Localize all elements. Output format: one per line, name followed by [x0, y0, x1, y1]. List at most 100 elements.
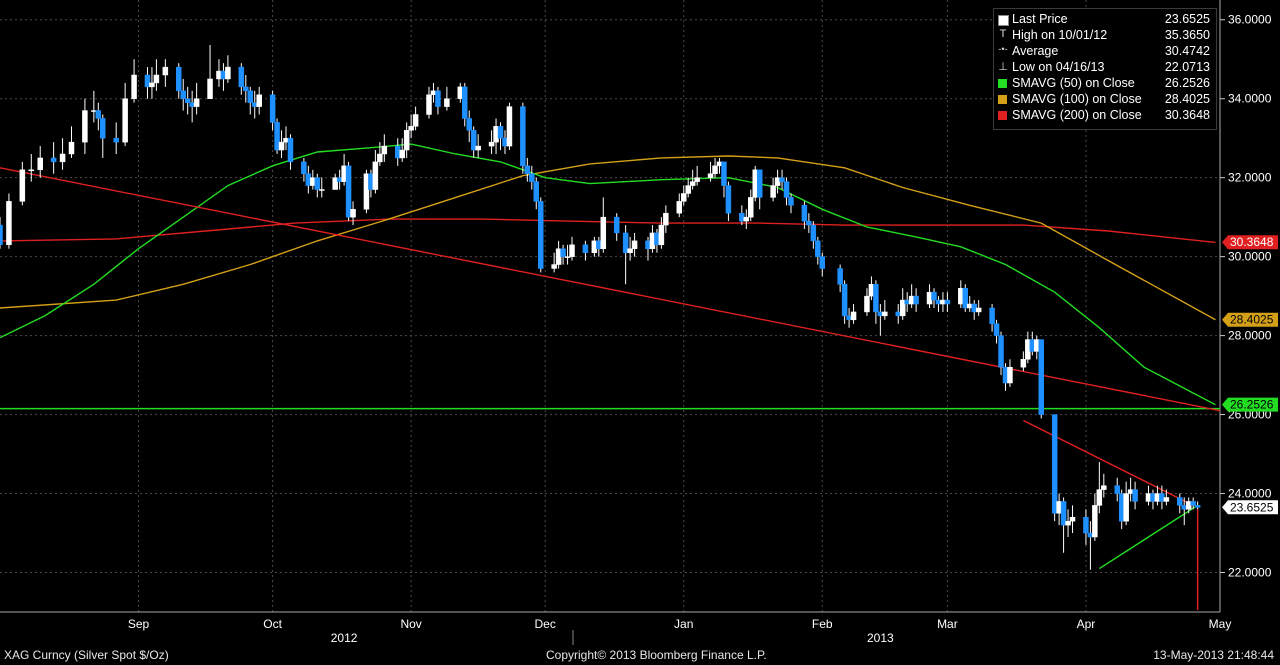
candle-up — [19, 169, 26, 202]
x-tick-label: Jan — [674, 617, 693, 631]
candle-down — [582, 244, 589, 253]
candle-up — [131, 74, 137, 99]
legend-label: Average — [1012, 44, 1059, 58]
candle-down — [783, 181, 790, 198]
candle-up — [506, 106, 513, 147]
legend-value: 26.2526 — [1164, 76, 1210, 90]
candle-up — [363, 173, 370, 210]
candle-up — [627, 248, 633, 253]
legend-item-sma-200: SMAVG (200) on Close 30.3648 — [994, 108, 1214, 124]
candle-down — [806, 220, 812, 226]
candle-up — [1163, 497, 1170, 502]
high-marker-icon: T — [999, 28, 1007, 40]
candle-down — [435, 90, 441, 107]
candle-up — [1092, 505, 1098, 538]
candle-down — [993, 323, 1000, 336]
candle-up — [1096, 489, 1103, 506]
candle-down — [1190, 501, 1196, 506]
y-tick-label: 34.0000 — [1228, 92, 1272, 106]
candle-down — [176, 66, 182, 92]
candle-up — [350, 209, 356, 218]
candle-up — [850, 311, 857, 321]
legend-label: High on 10/01/12 — [1012, 28, 1108, 42]
candle-down — [345, 165, 352, 218]
candle-up — [663, 212, 669, 226]
candle-down — [462, 86, 468, 119]
x-tick-label: Feb — [812, 617, 833, 631]
candle-down — [788, 197, 794, 206]
legend-value: 22.0713 — [1164, 60, 1210, 74]
candle-up — [707, 173, 714, 178]
candle-down — [533, 181, 540, 202]
candle-up — [256, 94, 262, 107]
candle-up — [6, 201, 12, 246]
candle-up — [882, 311, 888, 317]
legend-item-low: ⊥ Low on 04/16/13 22.0713 — [994, 60, 1214, 76]
legend-item-average: -•- Average 30.4742 — [994, 44, 1214, 60]
candle-down — [287, 137, 294, 163]
candle-down — [180, 90, 186, 99]
candle-down — [100, 118, 106, 139]
candle-down — [779, 177, 785, 182]
candle-up — [1101, 485, 1107, 490]
price-tag — [1222, 500, 1278, 515]
trendline — [1098, 504, 1199, 570]
candle-down — [269, 94, 276, 123]
candle-down — [819, 256, 826, 269]
candle-up — [377, 153, 383, 163]
candle-up — [68, 141, 75, 155]
x-tick-label: May — [1209, 617, 1232, 631]
y-tick-label: 22.0000 — [1228, 566, 1272, 580]
candle-down — [801, 205, 808, 222]
legend-label: SMAVG (200) on Close — [1012, 108, 1142, 122]
legend-item-sma-100: SMAVG (100) on Close 28.4025 — [994, 92, 1214, 108]
candle-down — [1083, 516, 1089, 534]
candle-up — [193, 98, 200, 107]
legend-value: 28.4025 — [1164, 92, 1210, 106]
candle-up — [444, 98, 450, 107]
legend-value: 35.3650 — [1164, 28, 1210, 42]
candle-up — [631, 240, 638, 249]
candle-up — [748, 197, 754, 218]
candle-down — [238, 66, 245, 88]
price-tag-label: 26.2526 — [1230, 398, 1274, 412]
candle-up — [278, 141, 285, 151]
price-tag — [1222, 397, 1278, 412]
candle-down — [529, 173, 535, 182]
series-line-sma-100 — [0, 155, 1216, 321]
candle-down — [1177, 497, 1183, 506]
candle-down — [520, 106, 526, 167]
legend: Last Price 23.6525 T High on 10/01/12 35… — [993, 8, 1217, 130]
candle-down — [810, 224, 817, 242]
square-icon — [998, 95, 1007, 104]
price-tag — [1222, 312, 1278, 327]
candle-up — [770, 185, 776, 198]
candle-up — [426, 94, 432, 115]
y-tick-label: 32.0000 — [1228, 171, 1272, 185]
candle-down — [1132, 489, 1138, 502]
legend-value: 30.4742 — [1164, 44, 1210, 58]
candle-up — [207, 78, 213, 99]
candle-up — [551, 264, 557, 269]
candle-down — [1060, 501, 1067, 526]
candle-up — [399, 149, 405, 159]
candle-up — [59, 153, 66, 163]
candle-up — [403, 130, 410, 151]
candle-down — [1194, 505, 1201, 508]
candle-down — [944, 299, 951, 305]
candle-down — [1051, 414, 1058, 514]
candle-down — [725, 185, 732, 214]
candle-down — [1114, 485, 1120, 494]
candle-up — [488, 141, 495, 147]
candle-down — [913, 295, 919, 305]
candle-down — [962, 287, 969, 309]
x-tick-label: Apr — [1077, 617, 1096, 631]
candle-down — [537, 201, 544, 269]
legend-value: 23.6525 — [1164, 12, 1210, 26]
candle-down — [524, 165, 531, 174]
average-marker-icon: -•- — [998, 44, 1008, 54]
candle-up — [408, 126, 414, 131]
candle-up — [864, 295, 870, 313]
candle-down — [497, 126, 504, 139]
candle-up — [1007, 366, 1013, 384]
